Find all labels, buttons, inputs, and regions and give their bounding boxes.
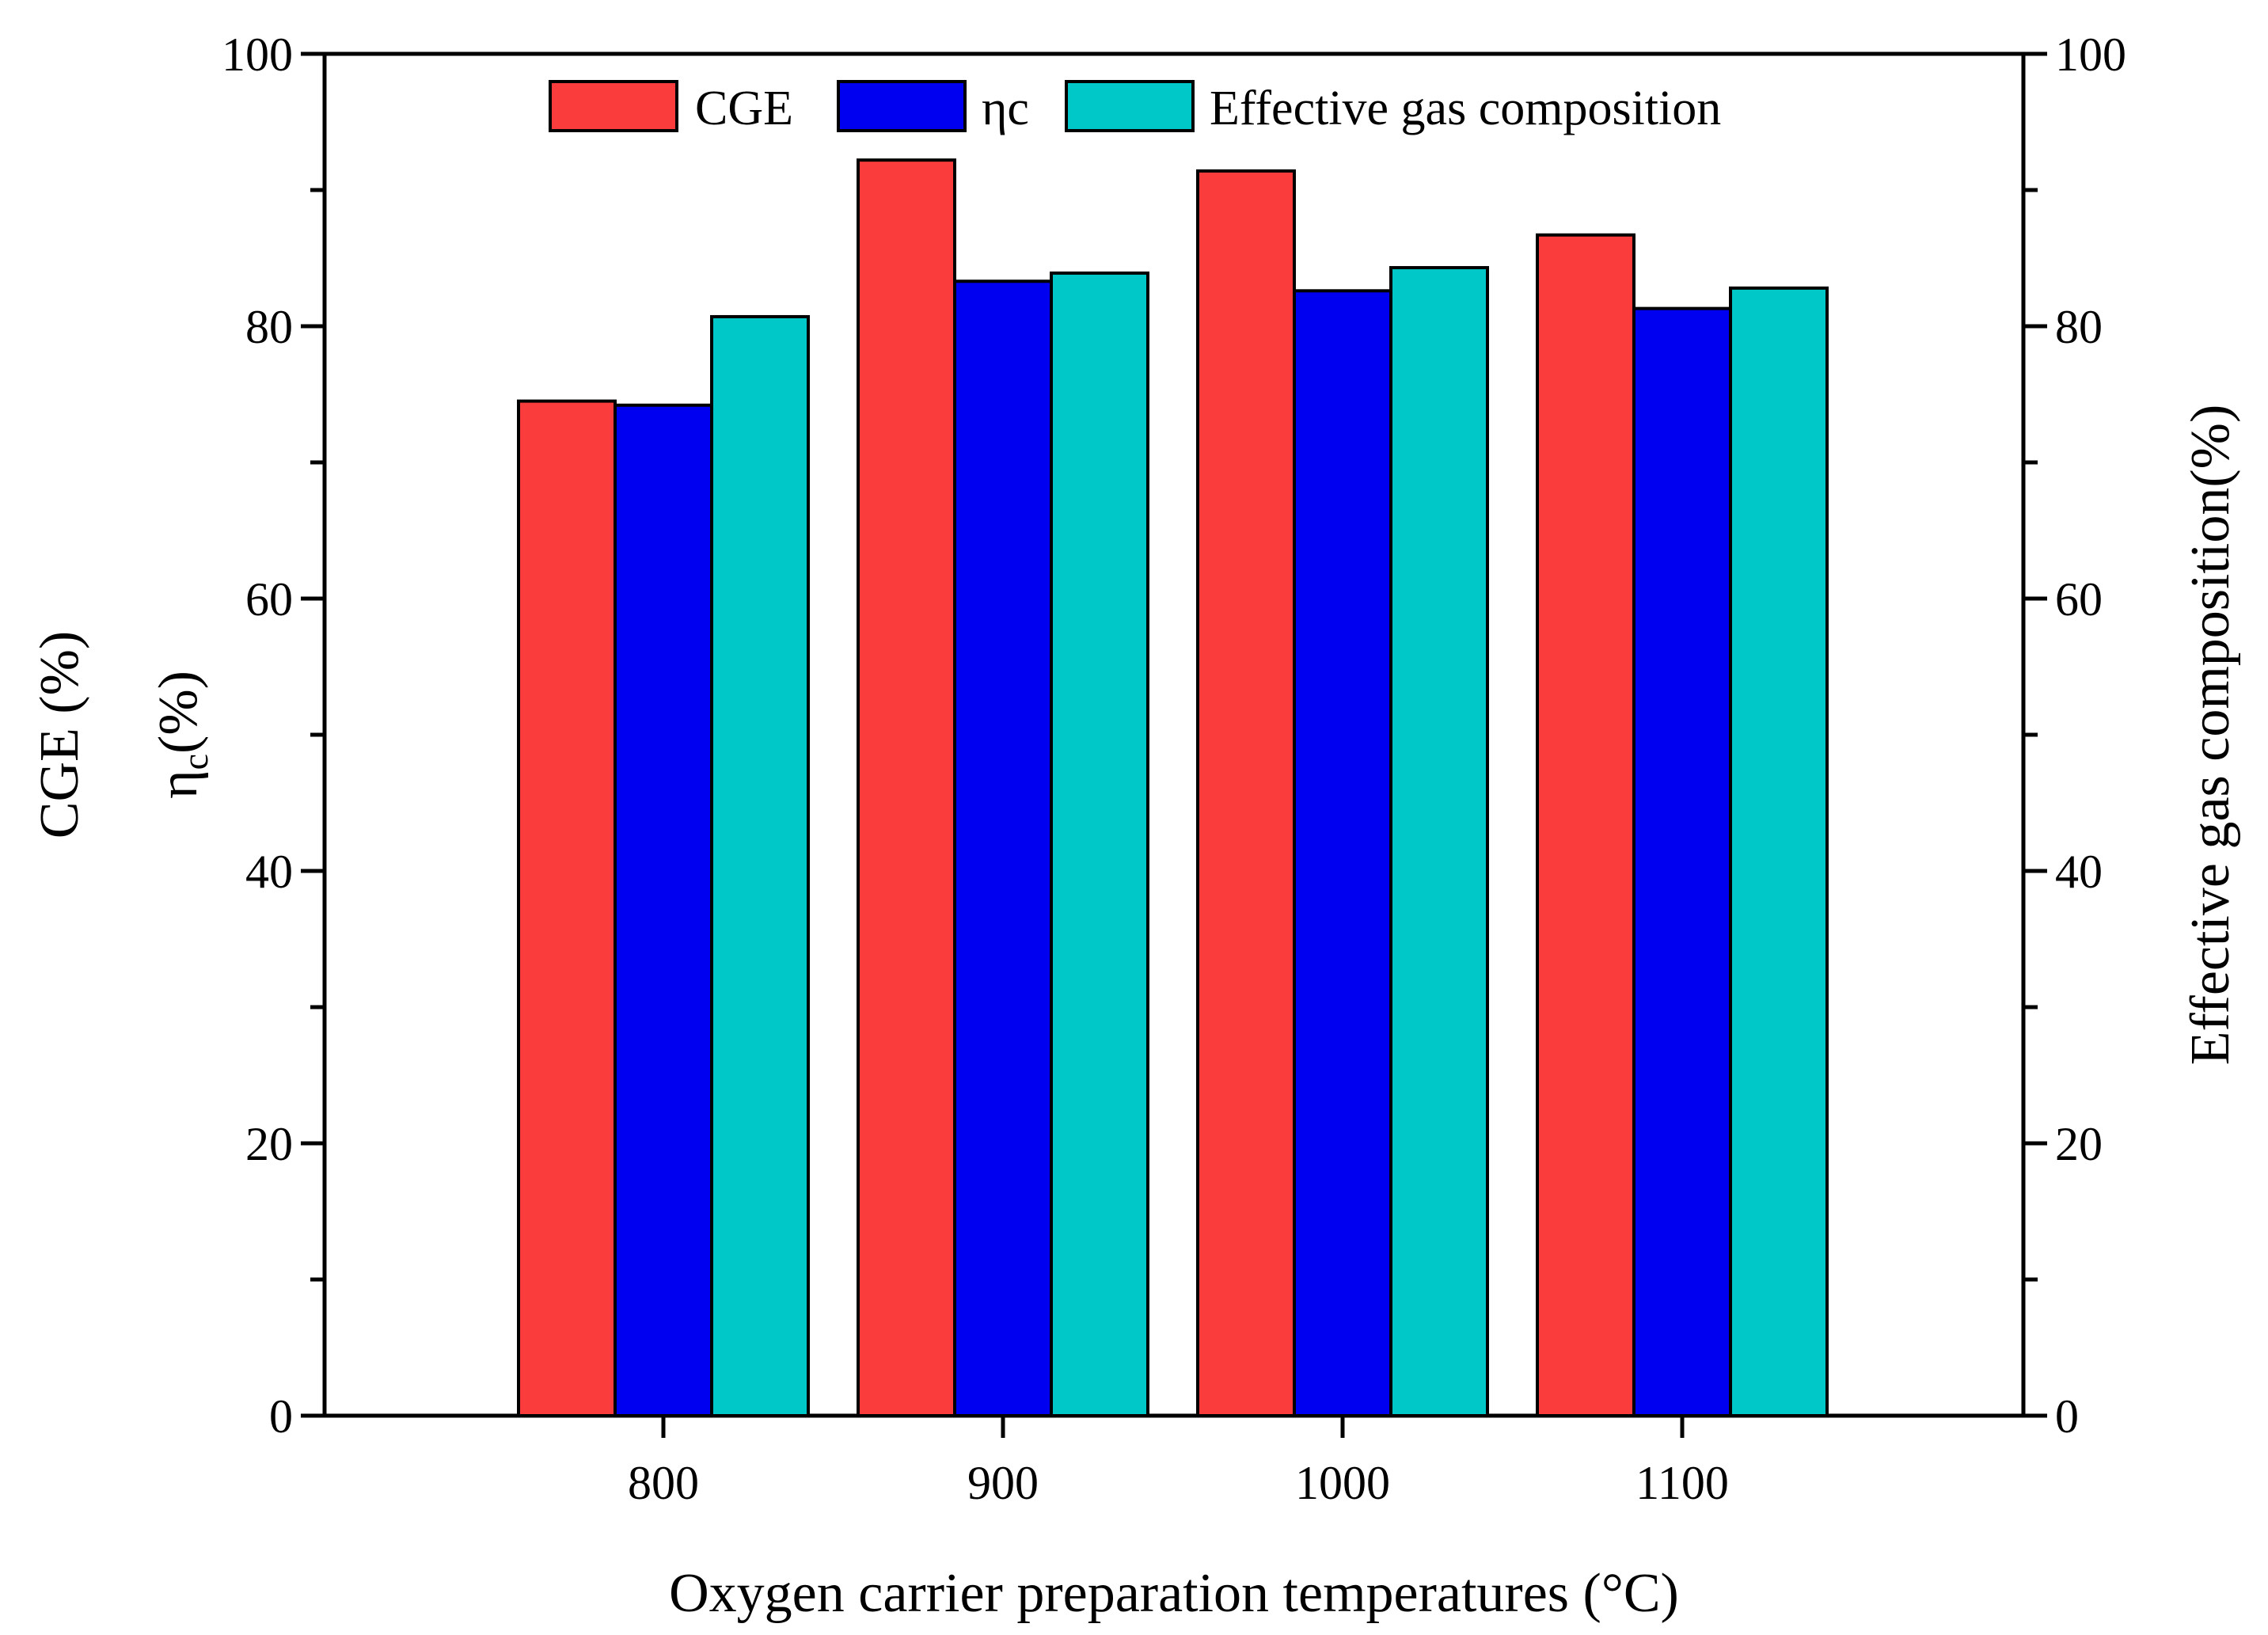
legend-swatch-ηc xyxy=(837,80,967,132)
left-tick-label-60: 60 xyxy=(245,573,293,625)
bar-ηc-1100 xyxy=(1632,306,1732,1417)
right-tick-label-40: 40 xyxy=(2055,846,2103,898)
right-tick-label-60: 60 xyxy=(2055,573,2103,625)
bar-ηc-900 xyxy=(953,279,1053,1417)
right-tick-label-100: 100 xyxy=(2055,29,2126,81)
bar-cge-800 xyxy=(517,399,617,1418)
x-tick-label-1100: 1100 xyxy=(1635,1457,1729,1509)
legend-label-effective-gas-composition: Effective gas composition xyxy=(1210,82,1721,135)
left-tick-label-20: 20 xyxy=(245,1118,293,1170)
left-tick-label-80: 80 xyxy=(245,301,293,353)
right-tick-label-0: 0 xyxy=(2055,1390,2079,1443)
y-axis-title-left-cge: CGE (%) xyxy=(29,631,90,838)
bar-ηc-1000 xyxy=(1293,289,1392,1417)
legend-label-cge: CGE xyxy=(695,82,793,135)
left-tick-label-0: 0 xyxy=(269,1390,293,1443)
bar-effective-gas-composition-900 xyxy=(1050,271,1149,1417)
right-tick-label-80: 80 xyxy=(2055,301,2103,353)
bar-cge-900 xyxy=(857,158,956,1417)
left-axis-ticks: 0 20 40 60 80 100 xyxy=(222,29,325,1443)
right-tick-label-20: 20 xyxy=(2055,1118,2103,1170)
left-tick-label-40: 40 xyxy=(245,846,293,898)
y-axis-title-left-eta: ηc(%) xyxy=(148,671,215,799)
x-axis-title: Oxygen carrier preparation temperatures … xyxy=(669,1563,1679,1624)
bar-cge-1100 xyxy=(1536,233,1635,1417)
left-tick-label-100: 100 xyxy=(222,29,293,81)
bar-effective-gas-composition-1000 xyxy=(1389,266,1489,1417)
legend-swatch-effective-gas-composition xyxy=(1065,80,1195,132)
eta-percent: (%) xyxy=(148,671,209,754)
x-tick-label-900: 900 xyxy=(967,1457,1039,1509)
right-axis-ticks: 0 20 40 60 80 100 xyxy=(2023,29,2126,1443)
bar-effective-gas-composition-800 xyxy=(710,314,810,1418)
bar-effective-gas-composition-1100 xyxy=(1729,286,1829,1418)
y-axis-title-right: Effective gas composition(%) xyxy=(2180,405,2241,1066)
bar-cge-1000 xyxy=(1196,169,1296,1417)
legend-label-ηc: ηc xyxy=(982,82,1029,135)
x-tick-label-1000: 1000 xyxy=(1295,1457,1390,1509)
legend: CGE ηc Effective gas composition xyxy=(549,80,1721,135)
eta-subscript: c xyxy=(175,754,215,770)
x-tick-label-800: 800 xyxy=(628,1457,699,1509)
x-axis-ticks: 800 900 1000 1100 xyxy=(628,1416,1729,1509)
bars-group xyxy=(517,158,1829,1418)
bar-ηc-800 xyxy=(614,403,713,1417)
eta-symbol: η xyxy=(148,770,209,799)
legend-swatch-cge xyxy=(549,80,678,132)
